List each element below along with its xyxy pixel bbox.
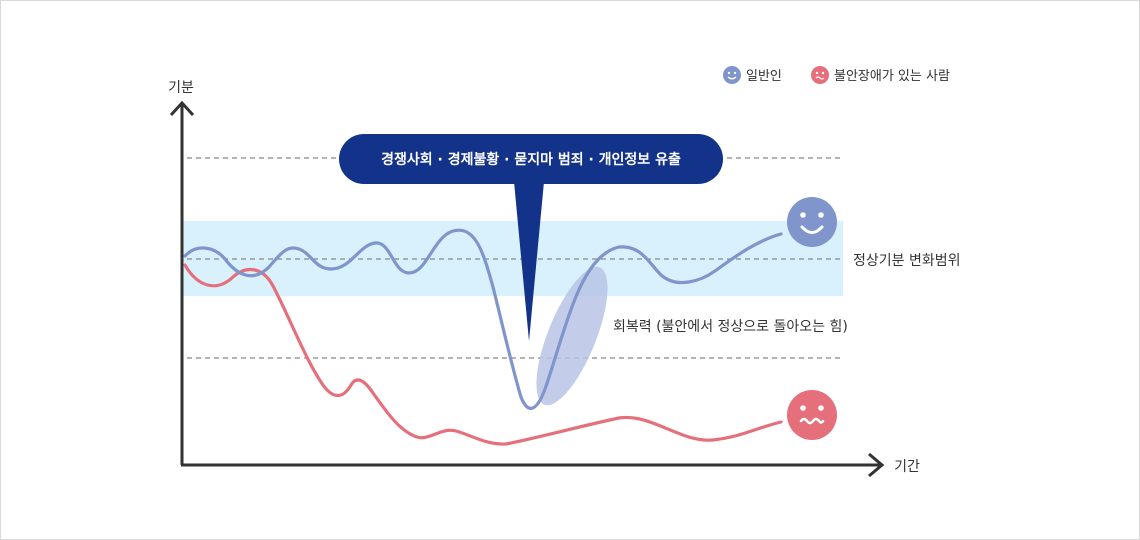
normal-range-label: 정상기분 변화범위 [853,253,961,269]
anxious-face-icon [787,390,837,440]
x-axis-arrow [868,452,885,478]
legend: 일반인 불안장애가 있는 사람 [723,66,950,84]
resilience-highlight [536,266,608,406]
legend-normal-label: 일반인 [746,69,782,84]
legend-anxiety-label: 불안장애가 있는 사람 [834,69,950,84]
y-axis-label: 기분 [168,80,194,96]
resilience-label: 회복력 (불안에서 정상으로 돌아오는 힘) [613,319,848,335]
happy-face-icon [787,197,837,247]
callout-box [339,134,723,184]
legend-normal-icon [723,66,741,84]
x-axis-label: 기간 [894,459,920,475]
event-callout: 경쟁사회 · 경제불황 · 묻지마 범죄 · 개인정보 유출 [339,134,723,341]
anxiety-mood-line [183,263,783,446]
y-axis-arrow [169,100,195,117]
legend-anxiety-icon [811,66,829,84]
callout-pointer [513,171,545,341]
normal-mood-line [183,228,783,410]
callout-text: 경쟁사회 · 경제불황 · 묻지마 범죄 · 개인정보 유출 [381,151,681,168]
